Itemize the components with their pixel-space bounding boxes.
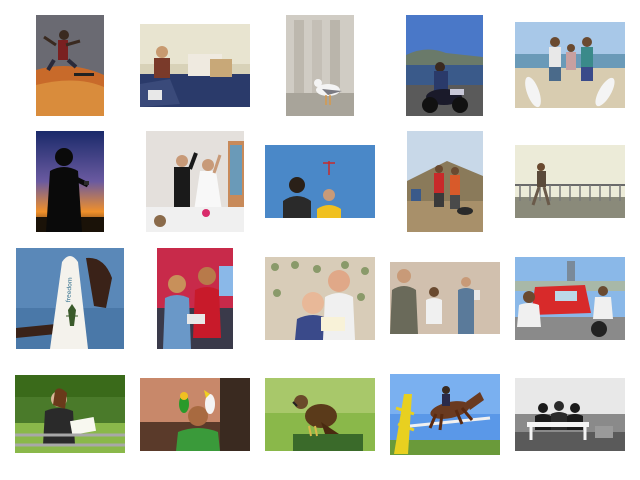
unpacking-photo bbox=[140, 24, 250, 107]
thumbnail-hawk[interactable]: hawk-on-perch bbox=[265, 378, 375, 451]
thumbnail-surfers[interactable]: surfers-on-beach bbox=[515, 22, 625, 108]
girls-laptop-photo bbox=[157, 248, 233, 349]
jogger-photo bbox=[515, 145, 625, 218]
thumbnail-girls-laptop[interactable]: girls-with-laptop bbox=[157, 248, 233, 349]
wedding-photo bbox=[146, 131, 244, 232]
thumbnail-scooter[interactable]: scooter-riders-street bbox=[515, 257, 625, 340]
hawk-photo bbox=[265, 378, 375, 451]
boys-reading-photo bbox=[265, 257, 375, 340]
thumbnail-people-room[interactable]: people-in-room bbox=[390, 262, 500, 334]
parrots-photo bbox=[140, 378, 250, 451]
scooter-photo bbox=[515, 257, 625, 340]
thumbnail-hikers[interactable]: hikers-with-dog bbox=[407, 131, 483, 232]
seagull-photo bbox=[286, 15, 354, 116]
thumbnail-boys-reading[interactable]: boys-reading-on-couch bbox=[265, 257, 375, 340]
thumbnail-horse-jump[interactable]: horse-jumping-obstacle bbox=[390, 374, 500, 455]
thumbnail-seagull[interactable]: seagull-on-ledge bbox=[286, 15, 354, 116]
thumbnail-unpacking[interactable]: boy-unpacking-boxes bbox=[140, 24, 250, 107]
reading-bench-photo bbox=[15, 375, 125, 453]
hikers-photo bbox=[407, 131, 483, 232]
skateboard-photo bbox=[36, 15, 104, 116]
horse-jump-photo bbox=[390, 374, 500, 455]
thumbnail-jogger[interactable]: jogger-by-railing bbox=[515, 145, 625, 218]
thumbnail-motorcycle[interactable]: motorcycle-by-bay bbox=[406, 15, 483, 116]
thumbnail-wedding[interactable]: wedding-couple-cheering bbox=[146, 131, 244, 232]
silhouette-photo bbox=[36, 131, 104, 232]
surfboard-photo: freedom bbox=[16, 248, 124, 349]
two-people-photo bbox=[265, 145, 375, 218]
people-room-photo bbox=[390, 262, 500, 334]
thumbnail-silhouette[interactable]: silhouette-sunset-phone bbox=[36, 131, 104, 232]
thumbnail-bench-bw[interactable]: people-on-bench-bw bbox=[515, 378, 625, 451]
thumbnail-reading-bench[interactable]: woman-reading-on-bench bbox=[15, 375, 125, 453]
thumbnail-parrots[interactable]: child-with-parrots bbox=[140, 378, 250, 451]
thumbnail-two-people[interactable]: two-people-sky bbox=[265, 145, 375, 218]
thumbnail-surfboard[interactable]: freedom surfboard-holder bbox=[16, 248, 124, 349]
surfboard-brand-text: freedom bbox=[65, 277, 74, 303]
thumbnail-skateboard[interactable]: skateboard-trick bbox=[36, 15, 104, 116]
surfers-photo bbox=[515, 22, 625, 108]
motorcycle-photo bbox=[406, 15, 483, 116]
bench-bw-photo bbox=[515, 378, 625, 451]
